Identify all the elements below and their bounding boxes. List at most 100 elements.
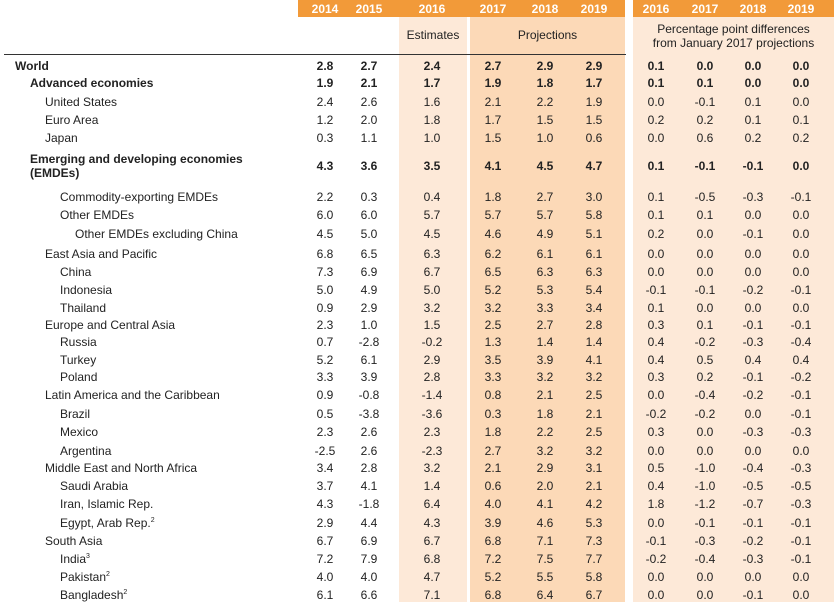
row-label: Advanced economies <box>30 76 153 90</box>
growth-value: 6.7 <box>585 588 603 602</box>
growth-value: 2.3 <box>316 318 334 332</box>
growth-value: 4.3 <box>423 516 441 530</box>
growth-value: 2.8 <box>423 370 441 384</box>
difference-value: -0.3 <box>790 425 812 439</box>
difference-value: -0.1 <box>694 95 716 109</box>
growth-value: 4.3 <box>316 497 334 511</box>
difference-value: 0.0 <box>647 247 665 261</box>
year-header: 2014 <box>311 2 339 16</box>
growth-value: 6.0 <box>316 208 334 222</box>
growth-value: 4.7 <box>423 570 441 584</box>
difference-value: 0.2 <box>696 370 714 384</box>
growth-value: 2.1 <box>536 388 554 402</box>
row-label-text: Indonesia <box>60 283 113 297</box>
growth-value: 2.7 <box>484 444 502 458</box>
growth-value: 0.6 <box>484 479 502 493</box>
difference-value: -0.1 <box>742 516 764 530</box>
growth-value: 2.8 <box>585 318 603 332</box>
growth-value: 5.0 <box>423 283 441 297</box>
growth-value: 3.2 <box>536 444 554 458</box>
growth-value: 2.2 <box>536 425 554 439</box>
difference-value: -0.3 <box>742 425 764 439</box>
difference-value: 0.1 <box>647 59 665 73</box>
row-label: Indonesia <box>60 283 112 297</box>
row-label: Pakistan2 <box>60 570 110 584</box>
difference-value: -0.3 <box>790 497 812 511</box>
difference-value: 0.0 <box>744 208 762 222</box>
growth-value: 7.2 <box>484 552 502 566</box>
difference-value: 0.0 <box>696 570 714 584</box>
estimates-label: Estimates <box>406 28 460 42</box>
row-label: Europe and Central Asia <box>45 318 175 332</box>
diff-year-header: 2016 <box>642 2 670 16</box>
row-label: Bangladesh2 <box>60 588 127 602</box>
row-label: Poland <box>60 370 97 384</box>
difference-value: 0.0 <box>792 444 810 458</box>
row-label: Argentina <box>60 444 111 458</box>
growth-value: 5.0 <box>316 283 334 297</box>
growth-value: -0.8 <box>358 388 380 402</box>
difference-value: 0.0 <box>696 59 714 73</box>
row-label-text: Argentina <box>60 444 112 458</box>
difference-value: 0.0 <box>696 227 714 241</box>
growth-value: 3.0 <box>585 190 603 204</box>
difference-value: -0.1 <box>790 190 812 204</box>
growth-value: 7.1 <box>536 534 554 548</box>
growth-value: 7.9 <box>360 552 378 566</box>
growth-value: 3.5 <box>484 353 502 367</box>
growth-value: -1.8 <box>358 497 380 511</box>
difference-value: -0.1 <box>742 318 764 332</box>
row-label: United States <box>45 95 117 109</box>
row-label-text: Pakistan <box>60 570 107 584</box>
difference-value: 0.0 <box>647 131 665 145</box>
growth-value: 6.9 <box>360 534 378 548</box>
difference-value: -0.1 <box>790 552 812 566</box>
growth-value: 2.9 <box>423 353 441 367</box>
growth-value: 6.1 <box>360 353 378 367</box>
row-label: Iran, Islamic Rep. <box>60 497 153 511</box>
difference-value: -0.1 <box>790 516 812 530</box>
difference-value: 0.0 <box>792 59 810 73</box>
growth-value: 3.3 <box>316 370 334 384</box>
difference-value: -0.4 <box>742 461 764 475</box>
row-label-text: Emerging and developing economies <box>30 152 243 166</box>
growth-value: 6.1 <box>316 588 334 602</box>
row-label: Egypt, Arab Rep.2 <box>60 516 155 530</box>
difference-value: -0.1 <box>645 283 667 297</box>
growth-value: 2.1 <box>585 407 603 421</box>
difference-value: 0.0 <box>792 247 810 261</box>
row-label: Thailand <box>60 301 106 315</box>
difference-value: 0.0 <box>647 444 665 458</box>
growth-value: 5.7 <box>484 208 502 222</box>
growth-value: 4.7 <box>585 159 603 173</box>
growth-value: 2.0 <box>536 479 554 493</box>
growth-value: 1.5 <box>423 318 441 332</box>
difference-value: 0.0 <box>744 247 762 261</box>
year-header: 2019 <box>580 2 608 16</box>
difference-value: 0.3 <box>647 425 665 439</box>
growth-value: 3.2 <box>585 444 603 458</box>
footnote-marker: 2 <box>106 571 110 578</box>
difference-value: 0.0 <box>647 265 665 279</box>
difference-value: -0.1 <box>790 283 812 297</box>
growth-value: 4.6 <box>484 227 502 241</box>
growth-value: 2.4 <box>316 95 334 109</box>
difference-value: -1.0 <box>694 479 716 493</box>
growth-value: 1.4 <box>585 335 603 349</box>
growth-value: 1.7 <box>585 76 603 90</box>
growth-value: 1.3 <box>484 335 502 349</box>
difference-value: 0.0 <box>744 59 762 73</box>
growth-value: 1.9 <box>484 76 502 90</box>
growth-value: 2.5 <box>484 318 502 332</box>
differences-label-line2: from January 2017 projections <box>652 36 815 50</box>
growth-value: 2.2 <box>536 95 554 109</box>
difference-value: -0.1 <box>694 283 716 297</box>
difference-value: -1.0 <box>694 461 716 475</box>
growth-value: 1.2 <box>316 113 334 127</box>
growth-value: 6.9 <box>360 265 378 279</box>
difference-value: 0.5 <box>696 353 714 367</box>
growth-value: 1.7 <box>423 76 441 90</box>
growth-value: 1.5 <box>536 113 554 127</box>
row-label: Commodity-exporting EMDEs <box>60 190 218 204</box>
difference-value: 0.4 <box>744 353 762 367</box>
